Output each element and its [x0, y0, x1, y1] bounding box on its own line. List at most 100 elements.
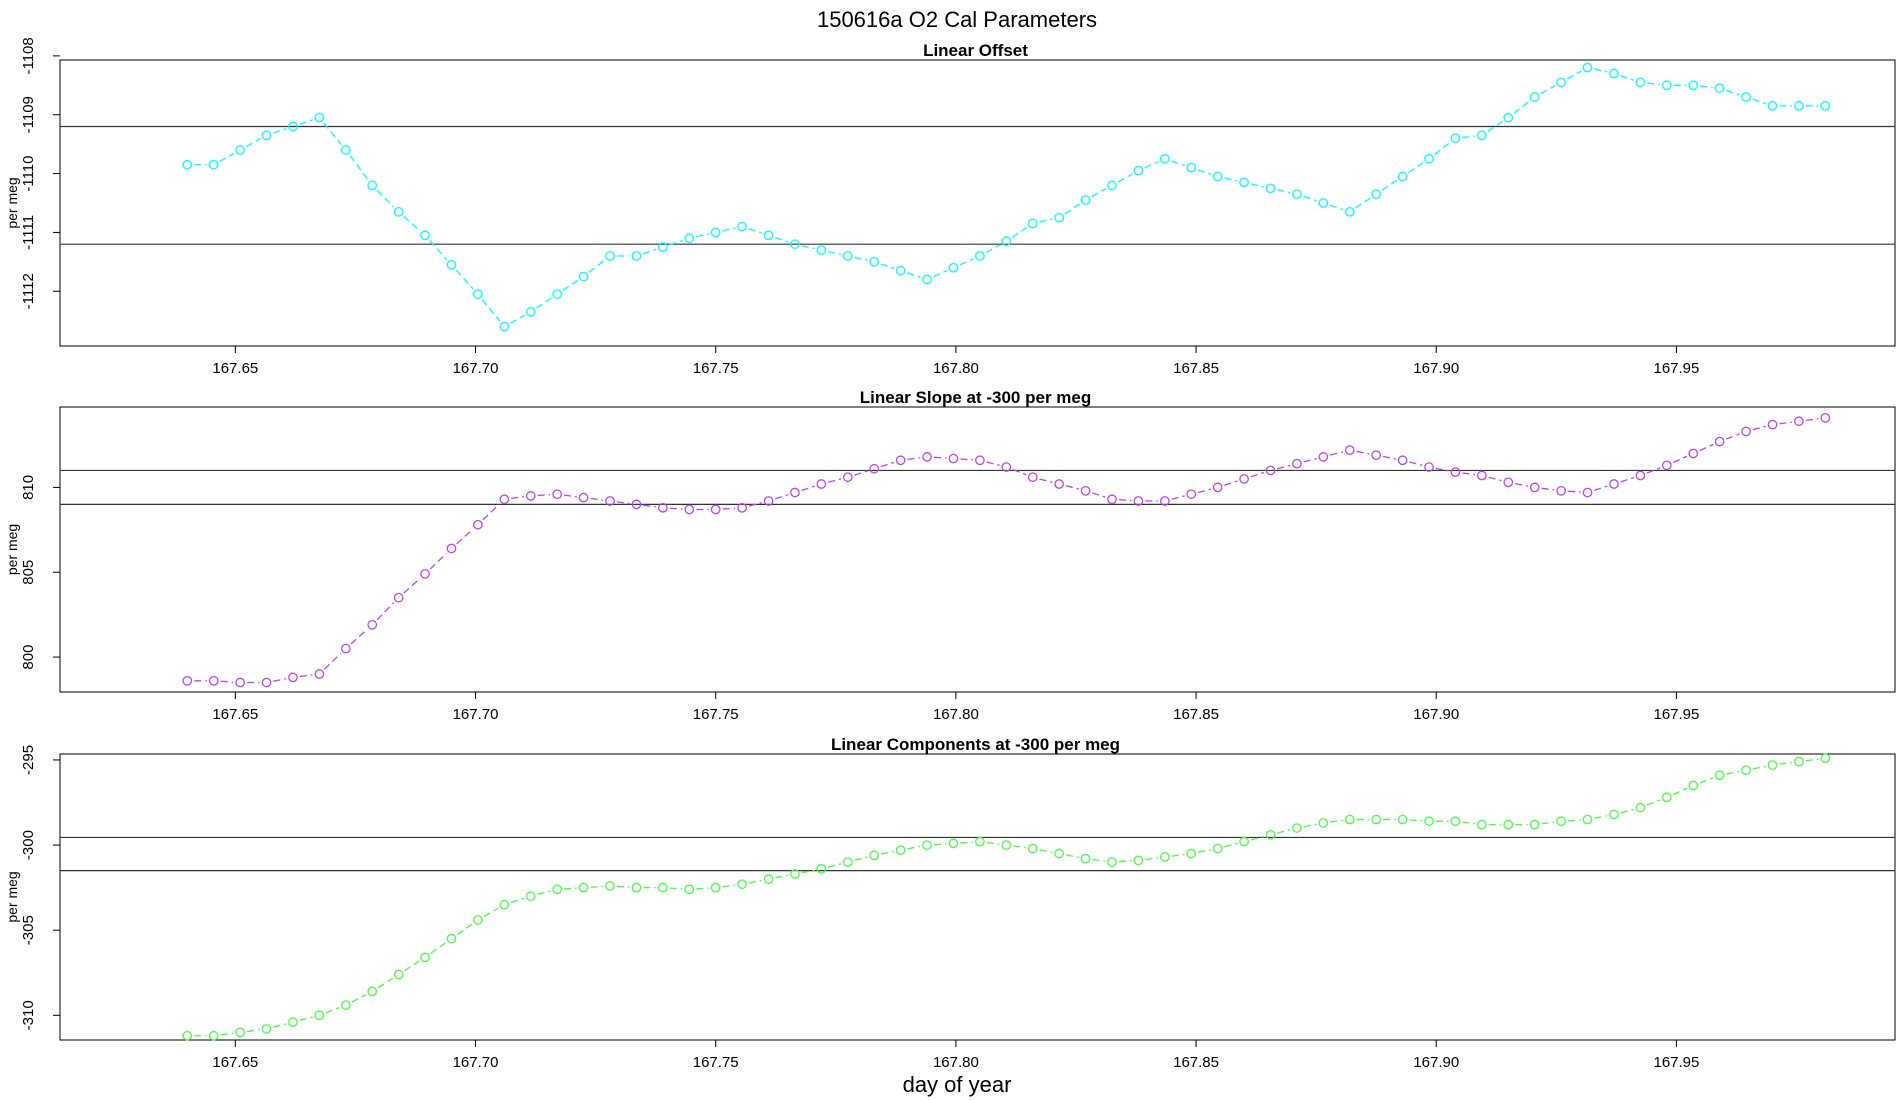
data-point — [1080, 853, 1091, 864]
line-segment — [1355, 197, 1371, 209]
data-point — [288, 1017, 298, 1027]
data-point — [1635, 77, 1646, 88]
x-tick-label: 167.70 — [453, 360, 499, 377]
line-segment — [748, 879, 762, 884]
line-segment — [1381, 179, 1398, 191]
line-segment — [827, 863, 842, 868]
line-segment — [1726, 89, 1740, 96]
y-tick-label: -1112 — [20, 273, 37, 309]
y-tick-label: -1108 — [20, 37, 37, 74]
line-segment — [1277, 189, 1291, 194]
data-point — [235, 145, 245, 155]
data-point — [314, 112, 325, 123]
x-tick-label: 167.65 — [212, 1054, 258, 1071]
data-point — [948, 838, 959, 849]
data-point — [1688, 448, 1699, 459]
line-segment — [1197, 488, 1212, 494]
data-point — [182, 159, 193, 170]
data-point — [552, 884, 563, 895]
line-segment — [1805, 758, 1819, 762]
line-segment — [748, 502, 762, 507]
line-segment — [1277, 829, 1291, 834]
data-point — [473, 519, 483, 530]
x-tick-label: 167.90 — [1413, 1054, 1459, 1071]
line-segment — [748, 228, 763, 234]
data-point — [288, 672, 298, 683]
line-segment — [880, 263, 895, 270]
data-point — [261, 130, 272, 141]
data-point — [235, 1027, 245, 1038]
data-point — [1292, 189, 1302, 200]
line-segment — [1356, 450, 1370, 455]
data-point — [737, 221, 747, 232]
line-segment — [403, 578, 421, 594]
data-point — [1001, 840, 1012, 850]
data-point — [1212, 843, 1223, 854]
line-segment — [273, 678, 287, 682]
data-point — [1424, 154, 1434, 164]
data-point — [1503, 819, 1514, 830]
series-line — [194, 758, 1819, 1037]
data-point — [842, 472, 853, 483]
line-segment — [722, 884, 736, 888]
line-segment — [1329, 204, 1344, 211]
data-point — [1503, 477, 1514, 488]
x-tick-label: 167.95 — [1653, 706, 1699, 723]
line-segment — [880, 850, 894, 855]
line-segment — [349, 155, 369, 181]
data-point — [1318, 198, 1329, 208]
data-point — [393, 592, 404, 603]
data-point — [1609, 479, 1619, 489]
y-tick-label: -1109 — [20, 96, 37, 133]
panel-2: Linear Slope at -300 per meg 167.65 167.70… — [4, 388, 1896, 723]
line-segment — [1224, 842, 1238, 848]
line-segment — [1118, 499, 1132, 502]
line-segment — [669, 507, 683, 510]
data-point — [1582, 814, 1593, 825]
y-tick-label: -1110 — [20, 156, 37, 192]
data-point — [975, 455, 985, 466]
line-segment — [1462, 821, 1476, 825]
line-segment — [1672, 455, 1688, 464]
data-point — [1582, 62, 1593, 73]
panel-1: Linear Offset 167.65 167.70 167.75 167.80 167… — [4, 37, 1896, 377]
line-segment — [299, 674, 313, 678]
data-point — [1001, 236, 1012, 247]
data-point — [1186, 489, 1197, 500]
x-tick-label: 167.75 — [693, 1054, 739, 1071]
line-segment — [1700, 85, 1713, 89]
data-point — [922, 840, 932, 850]
panel-title: Linear Components at -300 per meg — [831, 735, 1120, 754]
data-point — [1133, 855, 1144, 866]
data-point — [1397, 455, 1408, 466]
x-tick-label: 167.95 — [1653, 360, 1699, 377]
line-segment — [722, 227, 736, 232]
line-segment — [482, 503, 500, 521]
line-segment — [616, 501, 630, 505]
data-point — [1344, 445, 1355, 455]
line-segment — [376, 189, 395, 208]
panel-title: Linear Slope at -300 per meg — [860, 388, 1091, 407]
line-segment — [934, 456, 947, 459]
data-point — [1661, 792, 1672, 803]
data-point — [763, 496, 774, 506]
main-title: 150616a O2 Cal Parameters — [817, 7, 1097, 32]
data-point — [1371, 450, 1382, 461]
data-point — [367, 986, 378, 997]
data-point — [1133, 165, 1144, 176]
data-point — [473, 289, 483, 300]
data-point — [499, 321, 510, 332]
line-segment — [1566, 70, 1582, 80]
line-segment — [907, 272, 921, 278]
data-point — [1661, 80, 1672, 91]
data-point — [288, 121, 298, 132]
data-point — [1265, 465, 1276, 476]
data-point — [1318, 452, 1329, 462]
line-segment — [669, 887, 683, 890]
data-point — [1265, 830, 1276, 840]
plot-frame — [59, 406, 1896, 693]
panel-3: Linear Components at -300 per meg 167.65 1… — [4, 735, 1896, 1071]
data-point — [631, 251, 642, 261]
line-segment — [1065, 485, 1079, 490]
line-segment — [246, 1029, 260, 1033]
